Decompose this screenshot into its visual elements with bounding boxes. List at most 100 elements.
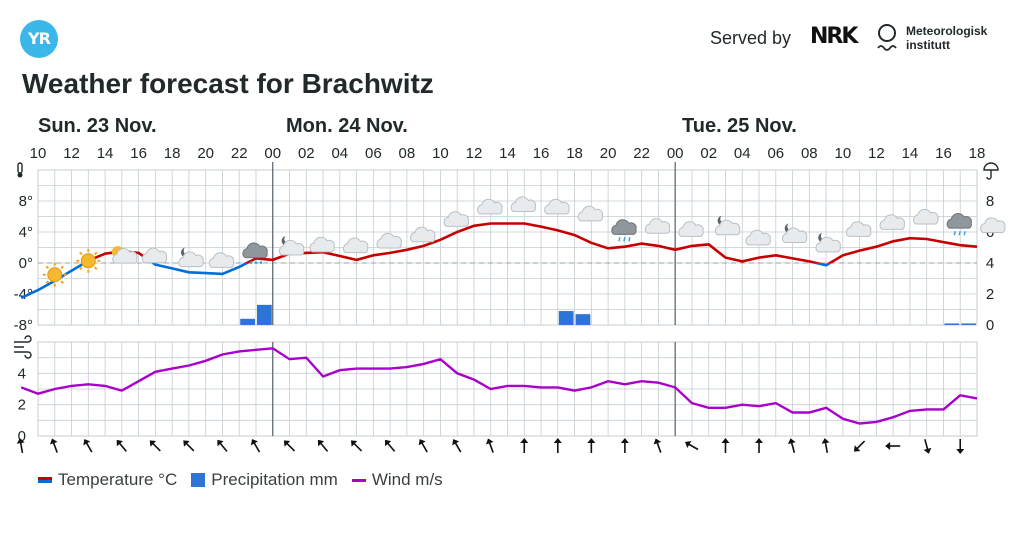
wind-arrow-icon [956,439,965,454]
hour-tick-label: 12 [868,145,885,162]
wind-arrow-head [116,439,123,447]
temperature-line-warm [81,222,978,263]
wind-arrow-icon [452,439,462,453]
rain-cloud-icon [946,213,972,229]
raindrop [958,230,961,236]
served-by-label: Served by [710,28,792,48]
hour-tick-label: 18 [164,145,181,162]
hour-tick-label: 16 [130,145,147,162]
wind-arrow-head [418,439,426,446]
hour-tick-label: 18 [566,145,583,162]
wind-arrow-icon [885,442,901,450]
wind-arrow-head [149,440,157,447]
hour-tick-label: 16 [533,145,550,162]
hour-tick-label: 22 [633,145,650,162]
hour-tick-label: 02 [700,145,717,162]
wind-arrow-head [956,449,965,454]
wind-arrow-icon [283,440,296,452]
hour-tick-label: 20 [197,145,214,162]
wind-arrow-icon [317,439,329,452]
temperature-swatch [38,477,52,483]
hour-tick-label: 08 [801,145,818,162]
hour-tick-label: 14 [902,145,919,162]
precip-tick-label: 0 [986,317,994,334]
wind-arrow-head [821,438,830,444]
cloud-icon [745,229,771,246]
thermometer-bulb [17,172,23,178]
cloud-icon [376,232,402,249]
cloud-icon [178,251,204,268]
cloud-icon [342,237,369,254]
raindrop [618,237,621,242]
cloud-icon [980,217,1006,233]
cloud-icon [781,227,808,244]
sun-icon [47,267,63,283]
hour-tick-label: 06 [767,145,784,162]
wind-arrow-icon [653,438,662,453]
raindrop [963,230,966,236]
legend-precipitation-label: Precipitation mm [211,470,338,489]
wind-arrow-icon [553,438,562,453]
yr-logo[interactable]: YR [20,20,58,58]
legend-wind: Wind m/s [351,470,443,490]
cloud-icon [510,196,537,213]
wind-arrow-head [520,438,529,443]
hour-tick-label: 22 [231,145,248,162]
precip-bar [961,323,976,325]
sun-ray [45,265,50,270]
met-line2: institutt [906,38,950,52]
sun-ray [79,266,83,270]
sun-ray [93,266,98,270]
wind-arrow-icon [251,439,261,453]
nrk-logo[interactable]: NRK [810,24,858,49]
raindrop [623,237,626,242]
wind-arrow-icon [721,438,730,453]
wind-swatch [351,478,366,482]
cloud-icon [544,198,570,215]
wind-icon [14,335,32,359]
sun-ray [45,280,50,284]
temp-tick-label: -8° [14,317,33,334]
wind-arrow-icon [620,438,629,453]
cloud-icon [208,252,235,268]
wind-arrow-icon [755,438,764,453]
wind-tick-label: 2 [18,397,26,414]
hour-tick-label: 06 [365,145,382,162]
wind-arrow-head [350,440,358,447]
temp-tick-label: -4° [14,286,33,303]
precip-bar [575,314,591,325]
rain-cloud-icon [611,219,637,235]
cloud-icon [112,248,138,264]
wind-arrow-head [485,438,494,445]
hour-tick-label: 04 [734,145,751,162]
wind-arrow-icon [217,439,228,452]
raindrop [628,237,631,242]
cloud-icon [644,218,671,234]
hour-tick-label: 00 [264,145,281,162]
met-institute-logo[interactable]: Meteorologisk institutt [906,24,987,52]
wind-arrow-icon [821,438,830,454]
wind-arrow-head [853,445,861,452]
wind-arrow-head [452,439,460,446]
precip-bar [944,323,960,325]
chart-legend: Temperature °C Precipitation mm Wind m/s [38,470,457,490]
cloud-icon [278,239,305,256]
cloud-icon [846,221,872,237]
hour-tick-label: 04 [331,145,348,162]
wind-arrow-head [384,439,392,447]
wind-arrow-head [49,438,58,445]
wind-arrow-head [755,438,764,443]
wind-arrow-head [721,438,730,443]
cloud-icon [577,205,604,222]
wind-arrow-head [16,438,25,444]
hour-tick-label: 12 [63,145,80,162]
temperature-line-cold [20,263,833,300]
hour-tick-label: 16 [935,145,952,162]
wind-arrow-head [653,438,662,445]
precip-bar [256,304,272,325]
hour-tick-label: 08 [399,145,416,162]
wind-arrow-head [283,440,291,447]
hour-tick-label: 14 [499,145,516,162]
wind-arrow-icon [485,438,494,453]
wind-arrow-head [553,438,562,443]
